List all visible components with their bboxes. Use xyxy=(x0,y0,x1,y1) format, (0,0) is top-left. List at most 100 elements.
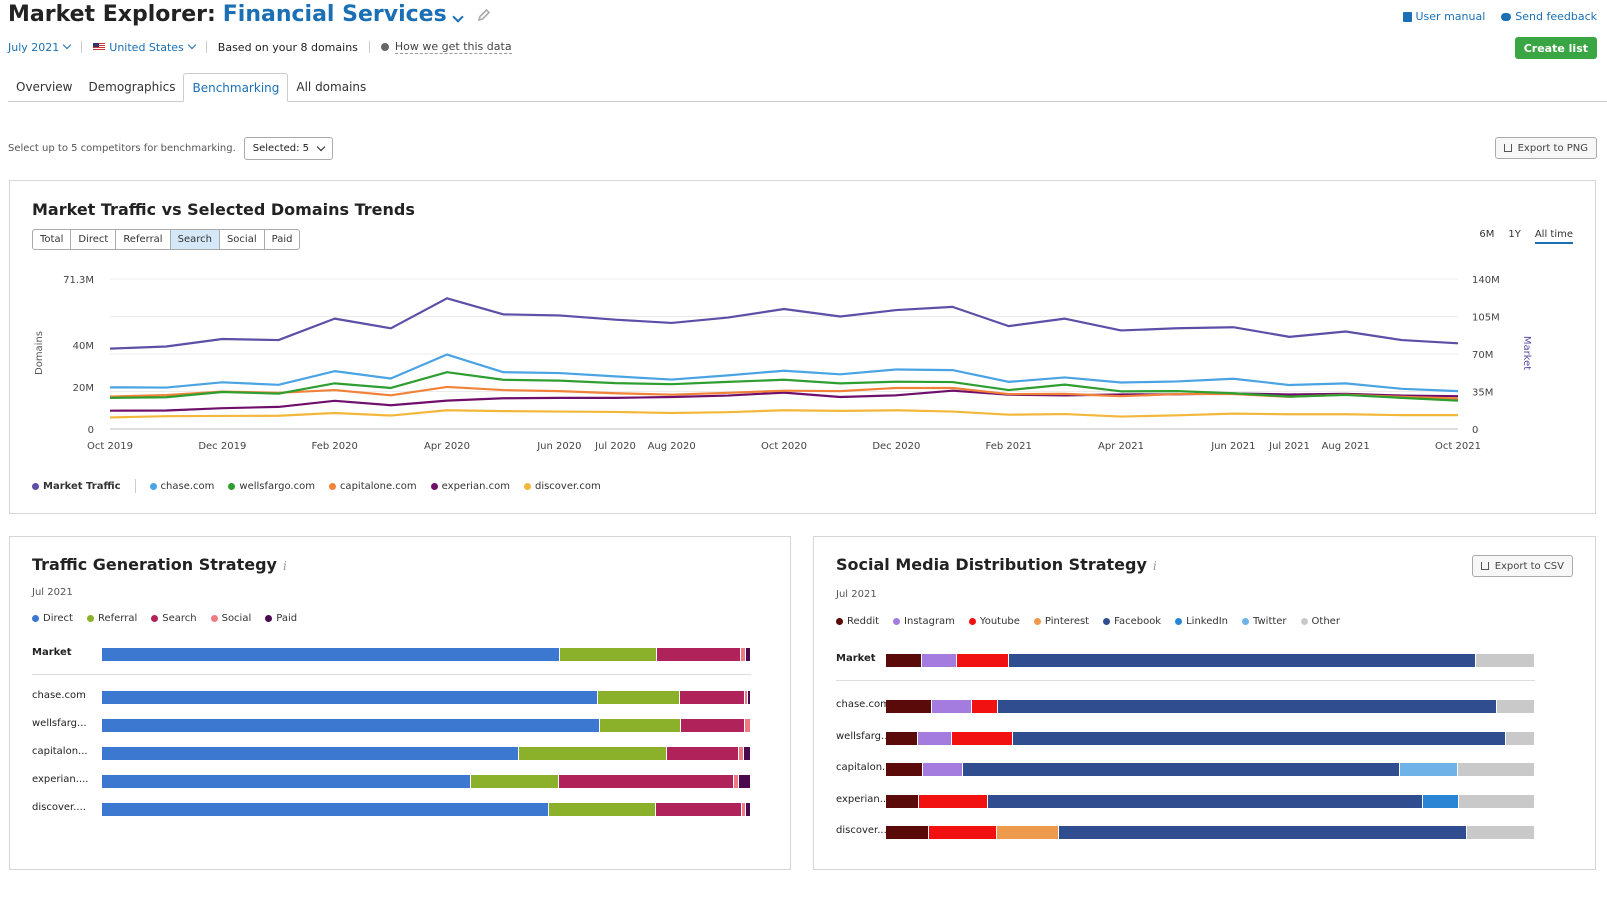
bar-segment-other[interactable] xyxy=(1457,763,1535,776)
bar-segment-social[interactable] xyxy=(745,719,751,732)
filter-search[interactable]: Search xyxy=(170,230,220,249)
legend-item-youtube[interactable]: Youtube xyxy=(968,616,1020,627)
bar-segment-search[interactable] xyxy=(680,719,746,732)
bar-segment-youtube[interactable] xyxy=(951,731,1013,745)
bar-segment-facebook[interactable] xyxy=(987,794,1423,808)
bar-segment-youtube[interactable] xyxy=(919,794,988,808)
legend-item-experian-com[interactable]: experian.com xyxy=(430,481,510,492)
bar-segment-paid[interactable] xyxy=(746,648,751,661)
legend-item-market-traffic[interactable]: Market Traffic xyxy=(32,481,121,492)
filter-social[interactable]: Social xyxy=(220,230,265,249)
bar-segment-search[interactable] xyxy=(667,747,740,760)
bar-segment-direct[interactable] xyxy=(102,775,472,788)
range-all-time[interactable]: All time xyxy=(1534,229,1573,244)
legend-item-instagram[interactable]: Instagram xyxy=(893,616,955,627)
bar-segment-youtube[interactable] xyxy=(957,654,1009,667)
legend-item-pinterest[interactable]: Pinterest xyxy=(1033,616,1089,627)
legend-item-paid[interactable]: Paid xyxy=(265,613,297,624)
user-manual-link[interactable]: User manual xyxy=(1402,10,1485,23)
bar-segment-reddit[interactable] xyxy=(886,700,933,713)
send-feedback-link[interactable]: Send feedback xyxy=(1501,10,1597,23)
legend-item-reddit[interactable]: Reddit xyxy=(836,616,879,627)
range-6m[interactable]: 6M xyxy=(1479,229,1495,240)
bar-segment-search[interactable] xyxy=(558,775,735,788)
bar-segment-instagram[interactable] xyxy=(932,700,973,713)
bar-segment-facebook[interactable] xyxy=(1012,731,1507,745)
bar-segment-referral[interactable] xyxy=(549,803,657,816)
bar-segment-reddit[interactable] xyxy=(886,826,929,839)
filter-direct[interactable]: Direct xyxy=(71,230,117,249)
bar-segment-referral[interactable] xyxy=(471,775,559,788)
bar-segment-social[interactable] xyxy=(741,648,747,661)
bar-segment-paid[interactable] xyxy=(746,803,751,816)
bar-segment-direct[interactable] xyxy=(102,648,560,661)
filter-total[interactable]: Total xyxy=(33,230,72,249)
bar-segment-other[interactable] xyxy=(1506,731,1535,745)
bar-segment-referral[interactable] xyxy=(598,691,680,704)
legend-item-facebook[interactable]: Facebook xyxy=(1103,616,1161,627)
tab-benchmarking[interactable]: Benchmarking xyxy=(183,73,289,102)
bar-segment-youtube[interactable] xyxy=(972,700,998,713)
bar-segment-instagram[interactable] xyxy=(918,731,952,745)
bar-segment-pinterest[interactable] xyxy=(996,826,1060,839)
legend-item-twitter[interactable]: Twitter xyxy=(1242,616,1287,627)
bar-segment-direct[interactable] xyxy=(102,803,550,816)
bar-segment-search[interactable] xyxy=(679,691,745,704)
range-1y[interactable]: 1Y xyxy=(1508,229,1521,240)
bar-segment-direct[interactable] xyxy=(102,747,519,760)
bar-segment-referral[interactable] xyxy=(600,719,681,732)
bar-segment-direct[interactable] xyxy=(102,719,601,732)
bar-segment-social[interactable] xyxy=(734,775,740,788)
series-line-chase-com[interactable] xyxy=(109,353,1459,393)
bar-segment-social[interactable] xyxy=(741,803,747,816)
bar-segment-direct[interactable] xyxy=(102,691,599,704)
bar-segment-instagram[interactable] xyxy=(922,763,964,776)
series-line-discover-com[interactable] xyxy=(109,409,1458,419)
bar-segment-reddit[interactable] xyxy=(886,654,923,667)
bar-segment-paid[interactable] xyxy=(744,747,751,760)
bar-segment-facebook[interactable] xyxy=(1008,654,1476,667)
bar-segment-reddit[interactable] xyxy=(886,794,920,808)
country-selector[interactable]: United States xyxy=(93,41,197,54)
legend-item-discover-com[interactable]: discover.com xyxy=(523,481,601,492)
bar-segment-twitter[interactable] xyxy=(1399,763,1458,776)
bar-segment-referral[interactable] xyxy=(559,648,657,661)
legend-item-direct[interactable]: Direct xyxy=(32,613,73,624)
bar-segment-paid[interactable] xyxy=(748,691,751,704)
tab-demographics[interactable]: Demographics xyxy=(88,80,176,94)
bar-segment-reddit[interactable] xyxy=(886,763,923,776)
bar-segment-other[interactable] xyxy=(1466,826,1535,839)
bar-segment-referral[interactable] xyxy=(518,747,668,760)
bar-segment-other[interactable] xyxy=(1496,700,1535,713)
bar-segment-facebook[interactable] xyxy=(1059,826,1467,839)
bar-segment-search[interactable] xyxy=(656,803,742,816)
legend-item-wellsfargo-com[interactable]: wellsfargo.com xyxy=(228,481,315,492)
export-png-button[interactable]: Export to PNG xyxy=(1494,137,1597,159)
bar-segment-other[interactable] xyxy=(1475,654,1535,667)
bar-segment-other[interactable] xyxy=(1459,794,1535,808)
bar-segment-facebook[interactable] xyxy=(963,763,1400,776)
info-icon[interactable]: i xyxy=(282,559,287,573)
tab-all-domains[interactable]: All domains xyxy=(296,80,367,94)
legend-item-capitalone-com[interactable]: capitalone.com xyxy=(328,481,417,492)
bar-segment-instagram[interactable] xyxy=(922,654,958,667)
legend-item-referral[interactable]: Referral xyxy=(86,613,137,624)
filter-referral[interactable]: Referral xyxy=(116,230,171,249)
legend-item-social[interactable]: Social xyxy=(210,613,251,624)
how-data-link[interactable]: How we get this data xyxy=(380,40,512,54)
bar-segment-linkedin[interactable] xyxy=(1422,794,1460,808)
legend-item-search[interactable]: Search xyxy=(151,613,197,624)
pencil-icon[interactable] xyxy=(476,7,492,23)
filter-paid[interactable]: Paid xyxy=(271,234,293,245)
competitor-select[interactable]: Selected: 5 xyxy=(243,137,334,160)
bar-segment-reddit[interactable] xyxy=(886,731,919,745)
bar-segment-paid[interactable] xyxy=(739,775,751,788)
date-selector[interactable]: July 2021 xyxy=(8,41,72,54)
bar-segment-facebook[interactable] xyxy=(997,700,1497,713)
series-line-wellsfargo-com[interactable] xyxy=(109,371,1459,402)
tab-overview[interactable]: Overview xyxy=(16,80,73,94)
create-list-button[interactable]: Create list xyxy=(1514,37,1597,59)
legend-item-chase-com[interactable]: chase.com xyxy=(149,481,214,492)
info-icon[interactable]: i xyxy=(1152,559,1157,573)
export-csv-button[interactable]: Export to CSV xyxy=(1471,555,1573,577)
